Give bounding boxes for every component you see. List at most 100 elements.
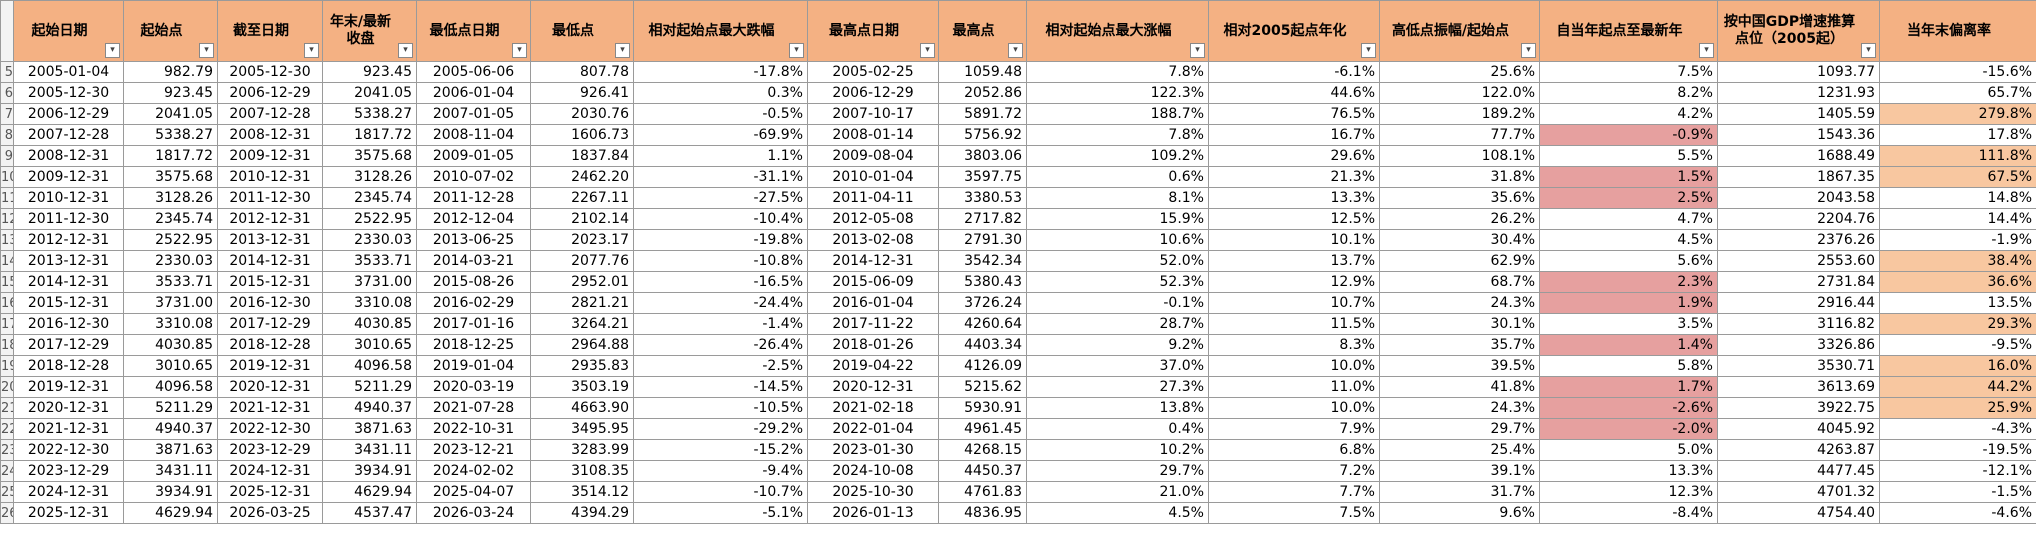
cell: 2330.03 [322, 229, 417, 251]
cell: 5.0% [1539, 439, 1718, 461]
header-row: 起始日期 ▾ 起始点 ▾ 截至日期 ▾ 年末/最新收盘 ▾ 最低点日期 ▾ 最低点 ▾ 相对起始点最大跌… [0, 0, 2036, 62]
cell: 3731.00 [123, 292, 218, 314]
filter-button[interactable]: ▾ [920, 43, 935, 58]
cell: -29.2% [633, 418, 808, 440]
cell: -2.6% [1539, 397, 1718, 419]
cell: 2026-01-13 [807, 502, 939, 524]
cell: 2821.21 [530, 292, 634, 314]
cell: 2021-12-31 [217, 397, 323, 419]
cell: -9.4% [633, 460, 808, 482]
cell: 65.7% [1879, 82, 2036, 104]
cell: 30.4% [1379, 229, 1540, 251]
cell: -19.5% [1879, 439, 2036, 461]
column-header: 自当年起点至最新年 ▾ [1539, 0, 1718, 62]
cell: 3871.63 [123, 439, 218, 461]
filter-button[interactable]: ▾ [1699, 43, 1714, 58]
data-row: 152014-12-313533.712015-12-313731.002015… [0, 271, 2036, 293]
row-number: 26 [0, 502, 14, 524]
column-header: 最高点 ▾ [938, 0, 1027, 62]
cell: 2010-12-31 [13, 187, 124, 209]
cell: 2023-12-29 [217, 439, 323, 461]
cell: 3380.53 [938, 187, 1027, 209]
cell: 3495.95 [530, 418, 634, 440]
cell: 29.7% [1379, 418, 1540, 440]
filter-button[interactable]: ▾ [789, 43, 804, 58]
filter-button[interactable]: ▾ [1861, 43, 1876, 58]
cell: 2330.03 [123, 250, 218, 272]
data-row: 132012-12-312522.952013-12-312330.032013… [0, 229, 2036, 251]
cell: 2005-12-30 [13, 82, 124, 104]
filter-button[interactable]: ▾ [615, 43, 630, 58]
cell: 2021-07-28 [416, 397, 531, 419]
cell: 2023-12-21 [416, 439, 531, 461]
cell: 4940.37 [123, 418, 218, 440]
cell: 3128.26 [123, 187, 218, 209]
cell: 122.0% [1379, 82, 1540, 104]
column-header: 最低点 ▾ [530, 0, 634, 62]
filter-button[interactable]: ▾ [199, 43, 214, 58]
cell: -1.4% [633, 313, 808, 335]
cell: 4836.95 [938, 502, 1027, 524]
cell: 29.6% [1208, 145, 1380, 167]
cell: 4260.64 [938, 313, 1027, 335]
cell: 2041.05 [322, 82, 417, 104]
cell: 2016-12-30 [13, 313, 124, 335]
filter-button[interactable]: ▾ [1190, 43, 1205, 58]
cell: 2052.86 [938, 82, 1027, 104]
cell: 3726.24 [938, 292, 1027, 314]
cell: 29.3% [1879, 313, 2036, 335]
cell: 25.6% [1379, 61, 1540, 83]
cell: 7.7% [1208, 481, 1380, 503]
row-number: 25 [0, 481, 14, 503]
filter-button[interactable]: ▾ [105, 43, 120, 58]
cell: 2014-12-31 [13, 271, 124, 293]
cell: 4268.15 [938, 439, 1027, 461]
filter-button[interactable]: ▾ [1521, 43, 1536, 58]
cell: 3128.26 [322, 166, 417, 188]
cell: 2016-12-30 [217, 292, 323, 314]
cell: 3530.71 [1717, 355, 1880, 377]
cell: 4.5% [1539, 229, 1718, 251]
cell: 5338.27 [123, 124, 218, 146]
cell: 0.4% [1026, 418, 1209, 440]
filter-button[interactable]: ▾ [1008, 43, 1023, 58]
cell: 4263.87 [1717, 439, 1880, 461]
cell: 2018-12-28 [217, 334, 323, 356]
cell: 923.45 [322, 61, 417, 83]
cell: 5211.29 [123, 397, 218, 419]
cell: -31.1% [633, 166, 808, 188]
cell: 189.2% [1379, 103, 1540, 125]
cell: 2023-12-29 [13, 460, 124, 482]
cell: 4096.58 [123, 376, 218, 398]
column-header: 起始点 ▾ [123, 0, 218, 62]
cell: 10.0% [1208, 397, 1380, 419]
cell: -69.9% [633, 124, 808, 146]
cell: -10.5% [633, 397, 808, 419]
cell: -2.5% [633, 355, 808, 377]
cell: 3010.65 [322, 334, 417, 356]
cell: 2024-12-31 [217, 460, 323, 482]
data-row: 7 2006-12-29 2041.05 2007-12-28 5338.27 2007-… [0, 103, 2036, 125]
filter-button[interactable]: ▾ [398, 43, 413, 58]
cell: 2012-05-08 [807, 208, 939, 230]
filter-button[interactable]: ▾ [304, 43, 319, 58]
filter-button[interactable]: ▾ [1361, 43, 1376, 58]
cell: 8.1% [1026, 187, 1209, 209]
cell: 16.7% [1208, 124, 1380, 146]
filter-button[interactable]: ▾ [512, 43, 527, 58]
cell: -8.4% [1539, 502, 1718, 524]
data-row: 102009-12-313575.682010-12-313128.262010… [0, 166, 2036, 188]
cell: 2025-04-07 [416, 481, 531, 503]
cell: 4961.45 [938, 418, 1027, 440]
cell: 279.8% [1879, 103, 2036, 125]
cell: 1817.72 [322, 124, 417, 146]
cell: 2935.83 [530, 355, 634, 377]
cell: 3310.08 [322, 292, 417, 314]
cell: 4.2% [1539, 103, 1718, 125]
cell: 3871.63 [322, 418, 417, 440]
cell: 4940.37 [322, 397, 417, 419]
cell: 2014-03-21 [416, 250, 531, 272]
cell: 4030.85 [322, 313, 417, 335]
column-header: 年末/最新收盘 ▾ [322, 0, 417, 62]
cell: 2013-12-31 [217, 229, 323, 251]
